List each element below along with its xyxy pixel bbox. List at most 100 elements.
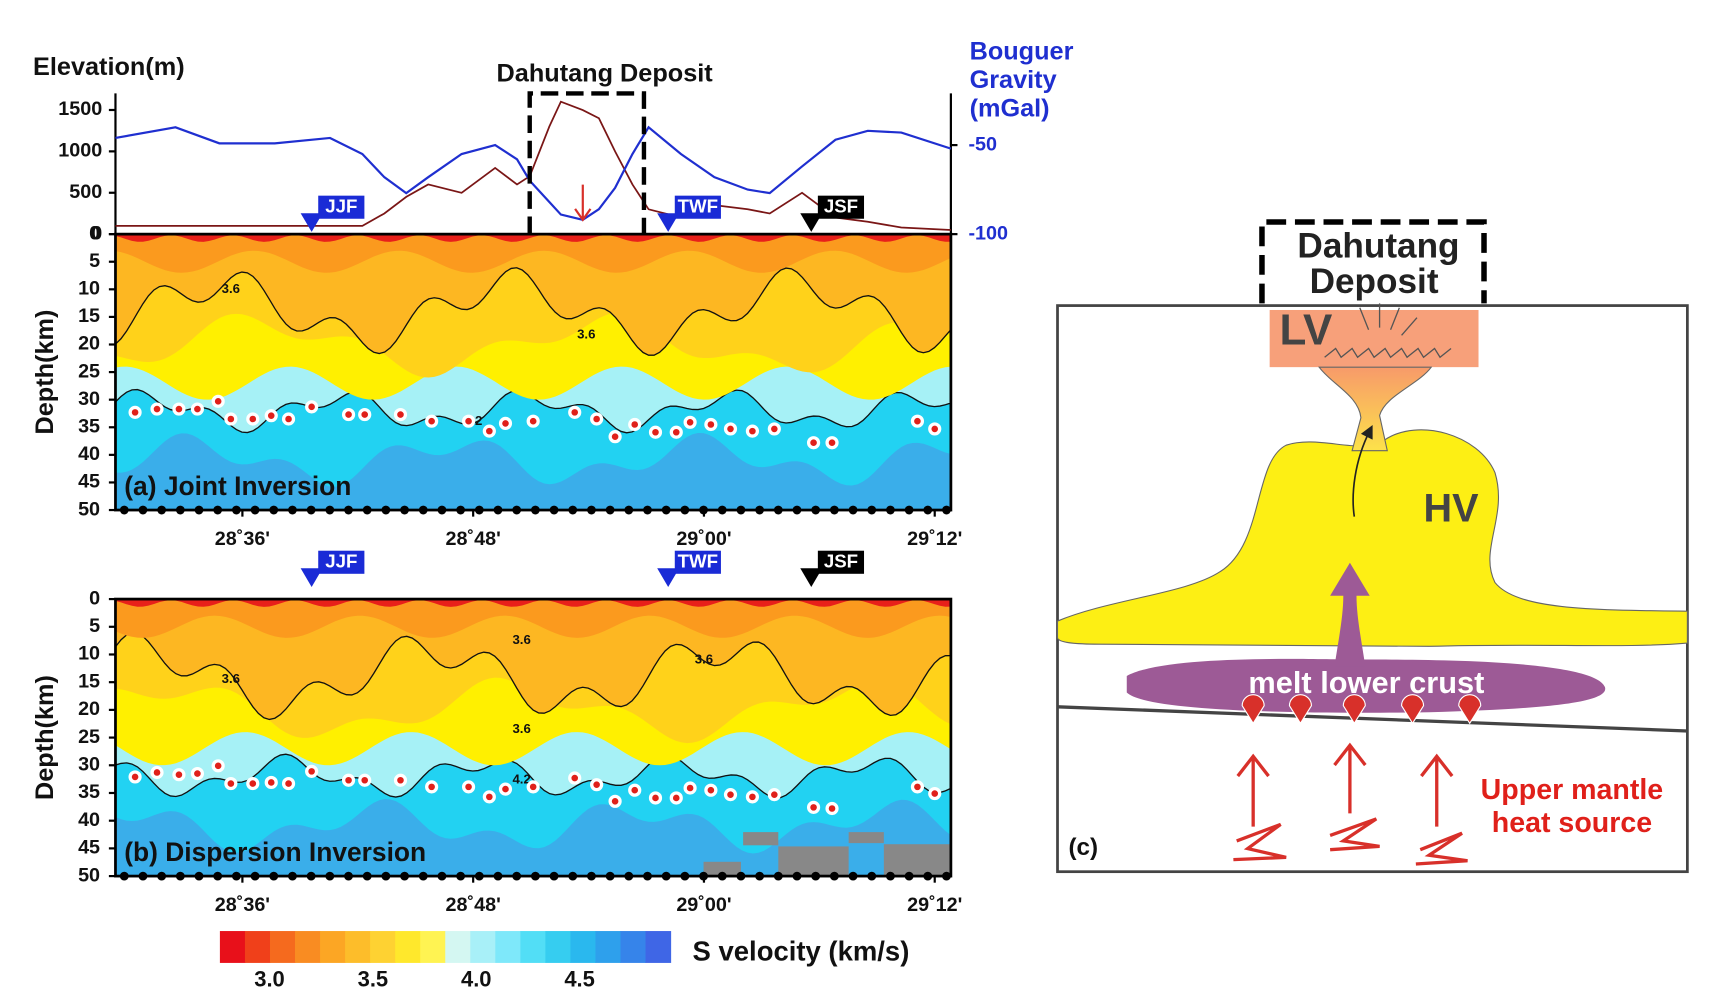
moho-point <box>669 425 683 439</box>
station-marker <box>657 213 680 232</box>
color-swatch <box>445 931 471 963</box>
deposit-arrow <box>574 184 592 222</box>
lv-label: LV <box>1279 306 1333 355</box>
y-tick-label: 0 <box>89 222 100 244</box>
y-tick-label: 10 <box>78 643 100 665</box>
moho-point <box>910 414 925 428</box>
y-tick-label: 500 <box>69 181 102 203</box>
moho-point <box>281 412 296 426</box>
moho-point <box>608 794 622 808</box>
heat-label: Upper mantle <box>1481 774 1664 806</box>
moho-point <box>498 782 513 796</box>
moho-point <box>498 416 513 431</box>
y2-axis-label: Bouguer <box>970 37 1074 65</box>
melt-arrow <box>1330 562 1370 667</box>
y-tick-label: 0 <box>89 587 100 609</box>
panel-label: (c) <box>1069 834 1099 861</box>
station-marker <box>300 568 323 587</box>
melt-label: melt lower crust <box>1248 665 1484 700</box>
color-swatch <box>420 931 446 963</box>
moho-point <box>806 436 821 450</box>
moho-point <box>806 800 821 814</box>
moho-point <box>150 765 164 780</box>
y-tick-label: 50 <box>78 498 100 520</box>
fractures <box>1324 303 1452 359</box>
y-tick-label: 45 <box>78 837 100 859</box>
x-tick-label: 29˚00' <box>676 893 731 916</box>
y-axis-label: Depth(km) <box>31 675 59 800</box>
y-tick-label: 30 <box>78 388 100 410</box>
colorbar-label: S velocity (km/s) <box>693 935 910 966</box>
moho-point <box>683 415 697 429</box>
moho-point <box>358 773 372 787</box>
masked-area <box>778 846 849 877</box>
color-swatch <box>620 931 647 963</box>
y2-axis-label: (mGal) <box>970 95 1050 123</box>
color-swatch <box>395 931 421 963</box>
station-marker <box>800 568 823 587</box>
plume <box>1318 366 1433 452</box>
y-tick-label: 45 <box>78 471 100 493</box>
y-tick-label: 40 <box>78 809 100 831</box>
moho-point <box>590 412 604 426</box>
contour-label: 3.6 <box>512 721 530 736</box>
station-tag <box>674 550 721 574</box>
colorbar-tick-label: 4.5 <box>564 966 595 991</box>
moho-point <box>648 791 663 805</box>
station-label: TWF <box>678 551 718 572</box>
color-swatch <box>219 931 246 963</box>
hv-label: HV <box>1424 487 1480 531</box>
moho-point <box>461 780 476 794</box>
moho-point <box>128 405 142 419</box>
y-tick-label: 25 <box>78 726 100 748</box>
moho-point <box>745 790 760 804</box>
color-swatch <box>320 931 346 963</box>
velocity-field <box>114 233 952 511</box>
moho-point <box>305 400 319 414</box>
station-label: TWF <box>678 196 718 217</box>
moho-point <box>264 409 278 423</box>
moho-point <box>393 407 408 422</box>
panel-label: (a) Joint Inversion <box>124 471 351 501</box>
x-tick-label: 29˚12' <box>907 893 962 916</box>
moho-point <box>461 414 476 428</box>
station-tag <box>318 550 365 574</box>
station-marker <box>300 213 323 232</box>
y-tick-label: 30 <box>78 754 100 776</box>
velocity-band <box>115 234 951 273</box>
moho-point <box>526 414 540 428</box>
moho-point <box>341 407 356 422</box>
y-tick-label: 5 <box>89 615 100 637</box>
y-tick-label: 5 <box>89 250 100 272</box>
station-tag <box>817 550 865 574</box>
heat-label: heat source <box>1492 807 1652 839</box>
x-tick-label: 28˚48' <box>446 527 501 550</box>
x-tick-label: 28˚36' <box>215 893 270 916</box>
moho-point <box>305 764 319 778</box>
y2-tick-label: -100 <box>968 222 1008 244</box>
deposit-label: Deposit <box>1310 262 1439 301</box>
station-label: JSF <box>824 551 858 572</box>
masked-area <box>883 844 951 877</box>
masked-area <box>743 832 779 846</box>
y-tick-label: 1000 <box>58 140 102 162</box>
moho-point <box>628 783 642 797</box>
moho-point <box>928 786 942 801</box>
moho-point <box>211 759 225 773</box>
contour-label: 4.2 <box>512 772 530 787</box>
velocity-band <box>115 599 951 638</box>
y2-axis-label: Gravity <box>970 66 1057 94</box>
y-tick-label: 20 <box>78 333 100 355</box>
color-swatch <box>570 931 597 963</box>
series-line <box>115 125 952 222</box>
chart-title: Dahutang Deposit <box>497 59 714 87</box>
moho-point <box>825 436 839 450</box>
moho-point <box>358 407 372 422</box>
masked-area <box>703 861 741 877</box>
y-tick-label: 35 <box>78 415 100 437</box>
y-tick-label: 1500 <box>58 98 102 120</box>
moho-point <box>425 780 439 794</box>
colorbar-tick-label: 4.0 <box>461 966 492 991</box>
diagram: Dahutang Deposit LV HV melt lower crust … <box>1056 219 1689 874</box>
